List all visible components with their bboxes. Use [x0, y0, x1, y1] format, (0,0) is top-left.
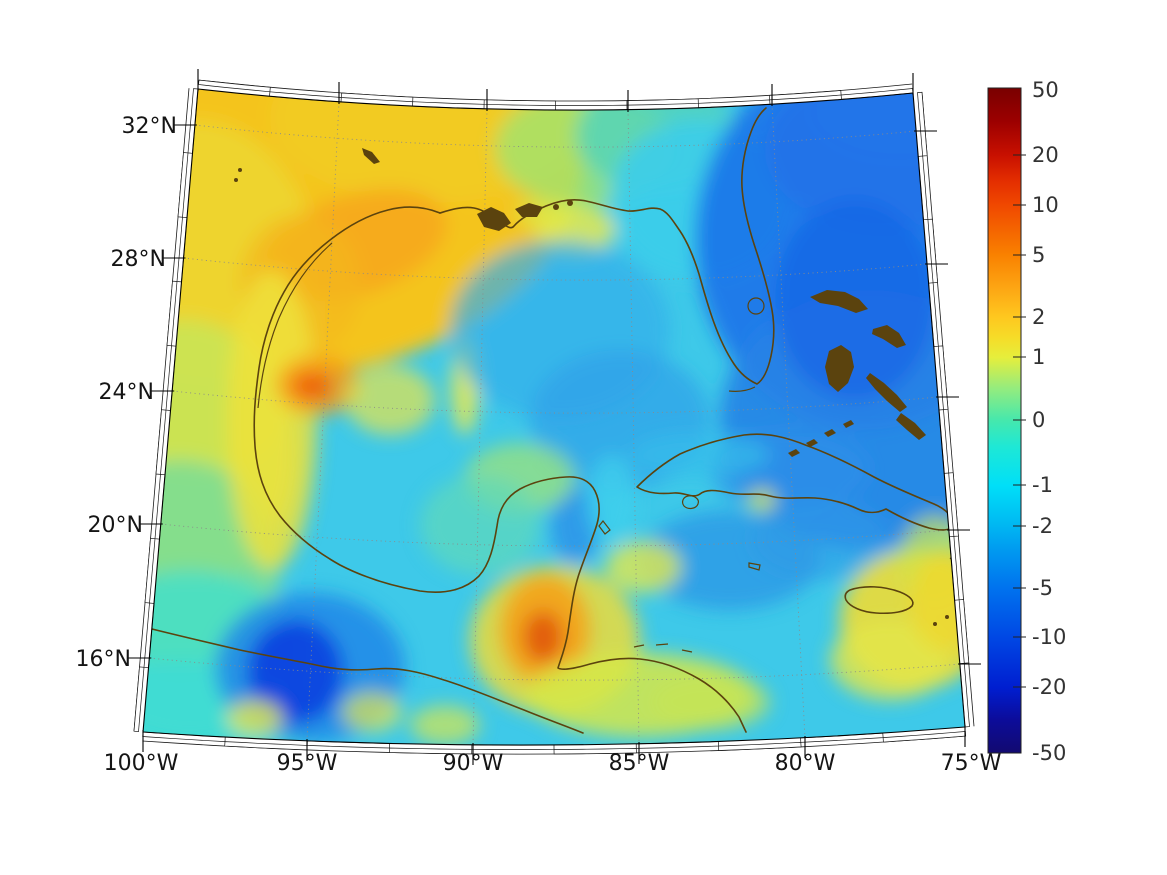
latitude-axis: 32°N 28°N 24°N 20°N 16°N — [76, 114, 177, 672]
cbar-label-50: 50 — [1032, 78, 1059, 102]
texas-barrier-islands — [257, 242, 333, 409]
colorbar-labels: 50 20 10 5 2 1 0 -1 -2 -5 -10 -20 -50 — [1032, 78, 1066, 765]
bay-islands — [633, 643, 693, 653]
isla-juventud — [682, 495, 699, 510]
cbar-label-m1: -1 — [1032, 473, 1053, 497]
colorbar-ticks — [1013, 154, 1026, 688]
cbar-label-m2: -2 — [1032, 514, 1053, 538]
lake-okeechobee — [747, 297, 765, 315]
lon-label-100w: 100°W — [104, 751, 179, 776]
island-speck — [567, 200, 573, 206]
cbar-label-m10: -10 — [1032, 625, 1066, 649]
cbar-label-20: 20 — [1032, 143, 1059, 167]
coastline-florida-keys — [728, 386, 756, 392]
grand-cayman — [748, 562, 761, 571]
map-boundary — [142, 88, 966, 746]
galveston-bay-island — [362, 148, 380, 164]
lat-label-32n: 32°N — [122, 114, 177, 139]
cozumel — [598, 520, 611, 535]
lon-label-85w: 85°W — [609, 751, 670, 776]
pedro-cays — [945, 615, 949, 619]
lon-label-95w: 95°W — [277, 751, 338, 776]
coastline-cuba — [636, 433, 956, 531]
bahamas-andros — [825, 345, 854, 392]
cbar-label-1: 1 — [1032, 345, 1045, 369]
bahamas-cays — [788, 420, 854, 457]
coastline-pacific-mexico — [151, 628, 584, 734]
island-speck — [238, 168, 242, 172]
lon-label-90w: 90°W — [443, 751, 504, 776]
island-speck — [553, 204, 559, 210]
island-speck — [234, 178, 238, 182]
coastline-jamaica — [844, 586, 914, 615]
lat-label-24n: 24°N — [99, 380, 154, 405]
cbar-label-10: 10 — [1032, 193, 1059, 217]
coastline-gulf-mainland — [253, 206, 747, 733]
cbar-label-m5: -5 — [1032, 576, 1053, 600]
bahamas-exuma — [866, 373, 907, 412]
bahamas-eleuthera — [872, 325, 906, 348]
lat-label-16n: 16°N — [76, 647, 131, 672]
bahamas-grand-abaco — [810, 290, 868, 313]
cbar-label-2: 2 — [1032, 305, 1045, 329]
cbar-label-m50: -50 — [1032, 741, 1066, 765]
axis-ticks — [128, 69, 981, 765]
pedro-cays — [933, 622, 937, 626]
cbar-label-m20: -20 — [1032, 675, 1066, 699]
longitude-axis: 100°W 95°W 90°W 85°W 80°W 75°W — [104, 751, 1002, 776]
cbar-label-0: 0 — [1032, 408, 1045, 432]
lat-label-20n: 20°N — [88, 513, 143, 538]
lat-label-28n: 28°N — [111, 247, 166, 272]
bahamas-long-island — [896, 413, 926, 440]
mississippi-delta-marsh — [477, 203, 543, 231]
lon-label-75w: 75°W — [941, 751, 1002, 776]
coastline-florida — [439, 107, 775, 385]
colorbar: 50 20 10 5 2 1 0 -1 -2 -5 -10 -20 -50 — [987, 78, 1066, 765]
lon-label-80w: 80°W — [775, 751, 836, 776]
coastlines — [151, 107, 964, 734]
graticule — [149, 101, 960, 746]
cbar-label-5: 5 — [1032, 243, 1045, 267]
